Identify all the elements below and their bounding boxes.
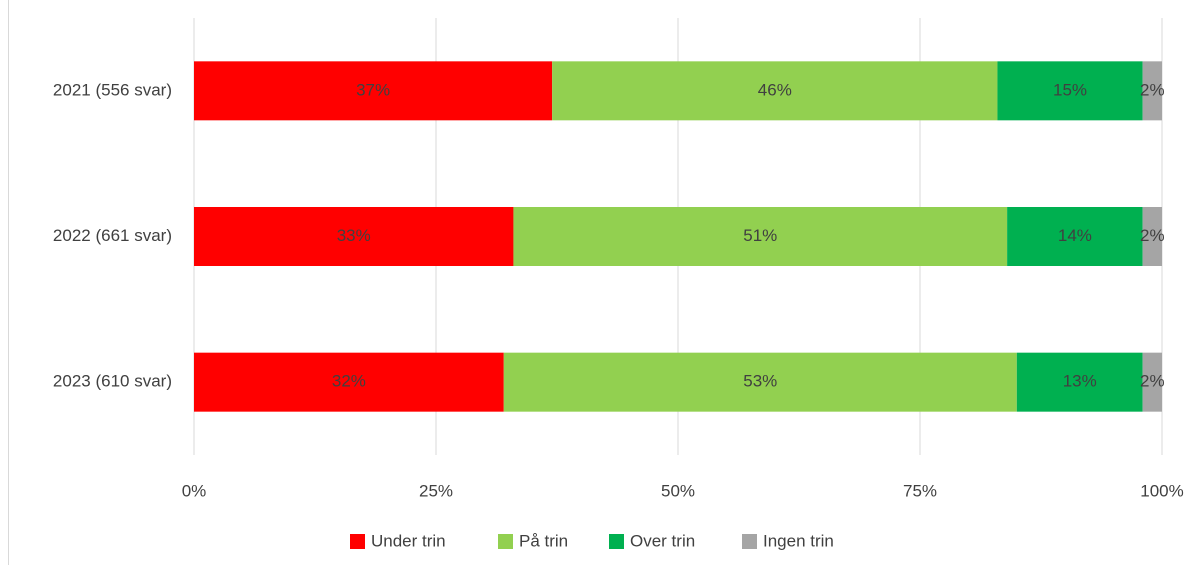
data-label: 51% <box>743 226 777 245</box>
x-tick-label: 75% <box>903 481 937 500</box>
y-tick-label: 2021 (556 svar) <box>53 80 172 99</box>
x-tick-label: 100% <box>1140 481 1183 500</box>
bar-segment <box>1142 61 1162 121</box>
bar-segment <box>194 207 514 266</box>
legend-swatch <box>609 534 624 549</box>
x-tick-label: 0% <box>182 481 207 500</box>
data-label: 2% <box>1140 80 1165 99</box>
data-label: 15% <box>1053 80 1087 99</box>
data-label: 13% <box>1063 372 1097 391</box>
bar-segment <box>552 61 998 121</box>
data-label: 2% <box>1140 226 1165 245</box>
legend-label: På trin <box>519 531 568 550</box>
legend-label: Over trin <box>630 531 695 550</box>
data-label: 2% <box>1140 372 1165 391</box>
x-tick-label: 25% <box>419 481 453 500</box>
y-tick-label: 2022 (661 svar) <box>53 226 172 245</box>
legend-label: Ingen trin <box>763 531 834 550</box>
x-tick-label: 50% <box>661 481 695 500</box>
bar-segment <box>997 61 1143 121</box>
legend-swatch <box>742 534 757 549</box>
data-label: 53% <box>743 372 777 391</box>
data-label: 46% <box>758 80 792 99</box>
data-label: 37% <box>356 80 390 99</box>
bar-segment <box>194 61 553 121</box>
y-tick-label: 2023 (610 svar) <box>53 372 172 391</box>
bar-segment <box>1007 207 1143 266</box>
legend-swatch <box>498 534 513 549</box>
bar-segment <box>1142 207 1162 266</box>
data-label: 33% <box>337 226 371 245</box>
bar-segment <box>1142 352 1162 412</box>
legend-swatch <box>350 534 365 549</box>
data-label: 32% <box>332 372 366 391</box>
bar-segment <box>194 352 504 412</box>
bar-segment <box>513 207 1008 266</box>
bar-segment <box>503 352 1017 412</box>
bar-segment <box>1016 352 1143 412</box>
data-label: 14% <box>1058 226 1092 245</box>
legend-label: Under trin <box>371 531 446 550</box>
